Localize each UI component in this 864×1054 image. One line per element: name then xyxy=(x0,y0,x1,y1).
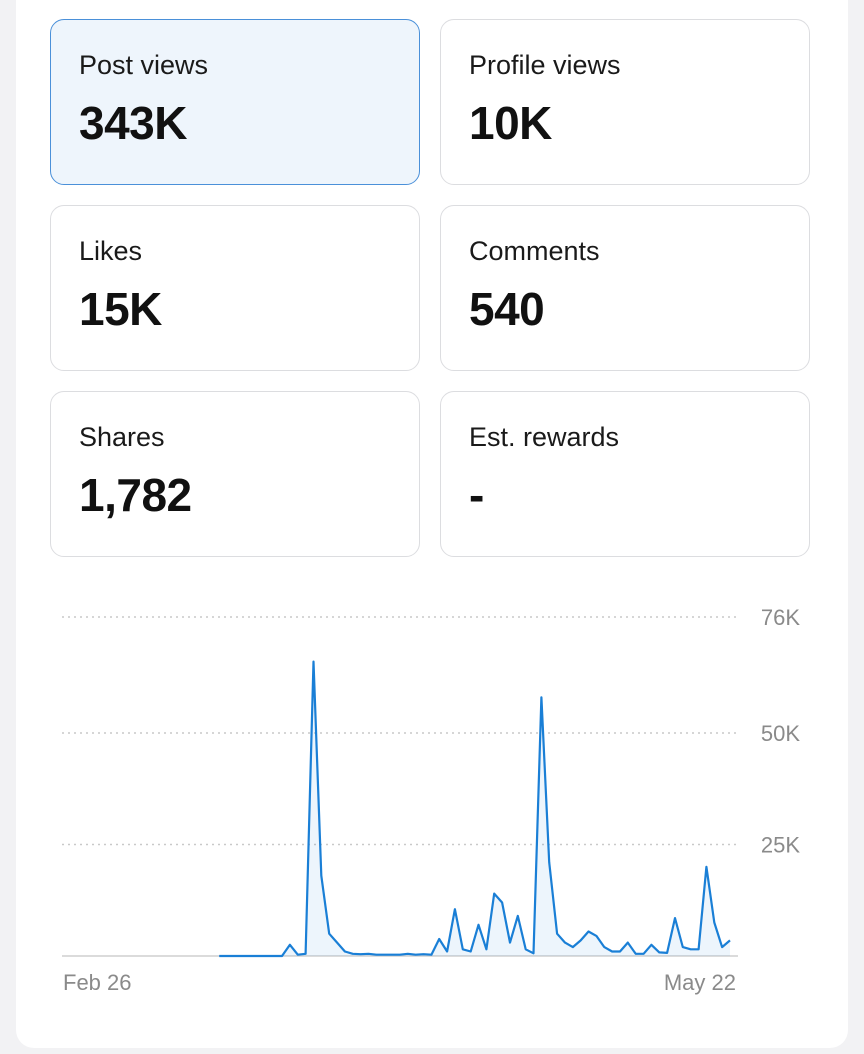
stat-label: Post views xyxy=(79,50,209,80)
stat-label: Shares xyxy=(79,422,165,452)
stat-value: 10K xyxy=(469,97,552,149)
y-tick-label: 25K xyxy=(761,832,800,857)
stat-label: Comments xyxy=(469,236,600,266)
stat-post-views[interactable]: Post views 343K xyxy=(50,19,420,185)
y-tick-label: 76K xyxy=(761,605,800,630)
stat-est-rewards[interactable]: Est. rewards - xyxy=(440,391,810,557)
stat-value: - xyxy=(469,469,484,521)
stat-likes[interactable]: Likes 15K xyxy=(50,205,420,371)
stat-value: 1,782 xyxy=(79,469,192,521)
stat-value: 540 xyxy=(469,283,545,335)
x-tick-label: May 22 xyxy=(664,970,736,995)
stat-value: 343K xyxy=(79,97,187,149)
y-tick-label: 50K xyxy=(761,721,800,746)
stat-label: Est. rewards xyxy=(469,422,620,452)
series-line xyxy=(219,660,731,958)
stat-label: Likes xyxy=(79,236,143,266)
stat-label: Profile views xyxy=(469,50,621,80)
stat-comments[interactable]: Comments 540 xyxy=(440,205,810,371)
series-area xyxy=(219,661,730,956)
stat-shares[interactable]: Shares 1,782 xyxy=(50,391,420,557)
stat-value: 15K xyxy=(79,283,162,335)
stat-profile-views[interactable]: Profile views 10K xyxy=(440,19,810,185)
x-tick-label: Feb 26 xyxy=(63,970,132,995)
